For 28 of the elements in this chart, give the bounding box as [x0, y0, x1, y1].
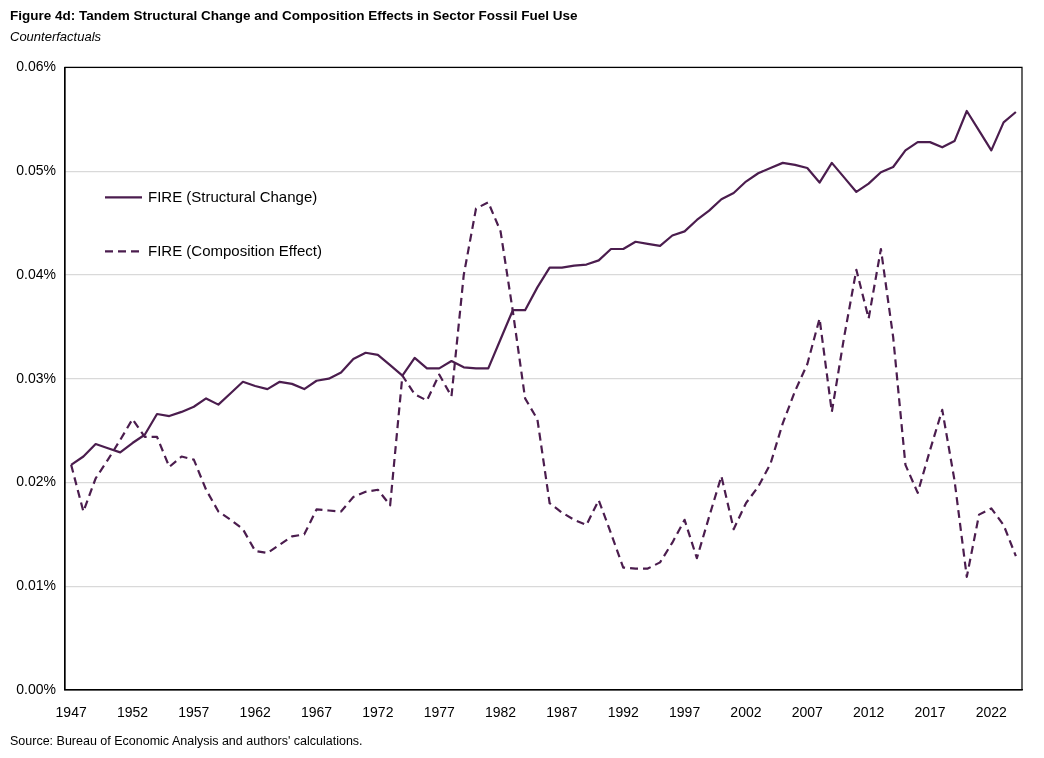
- x-tick-label: 1952: [116, 704, 149, 721]
- y-tick-label: 0.00%: [16, 680, 56, 697]
- x-tick-label: 1947: [55, 704, 87, 721]
- x-tick-label: 2022: [975, 704, 1008, 721]
- x-tick-label: 1962: [239, 704, 271, 721]
- chart-title: Figure 4d: Tandem Structural Change and Composition Effects in Sector Fossil Fuel Use: [10, 8, 578, 23]
- chart-subtitle: Counterfactuals: [10, 29, 102, 44]
- x-tick-label: 2012: [853, 704, 885, 721]
- legend-label: FIRE (Composition Effect): [148, 241, 322, 259]
- x-tick-label: 2007: [791, 704, 824, 721]
- source-note: Source: Bureau of Economic Analysis and authors' calculations.: [10, 734, 363, 748]
- x-tick-label: 1957: [178, 704, 210, 721]
- x-tick-label: 1987: [546, 704, 578, 721]
- x-tick-label: 1992: [607, 704, 640, 721]
- y-tick-label: 0.03%: [16, 369, 56, 386]
- x-tick-label: 1967: [300, 704, 333, 721]
- y-tick-label: 0.01%: [16, 577, 56, 594]
- x-tick-label: 2017: [914, 704, 946, 721]
- x-tick-label: 1997: [669, 704, 701, 721]
- y-tick-label: 0.06%: [16, 58, 56, 75]
- x-tick-label: 1982: [484, 704, 517, 721]
- x-tick-label: 2002: [730, 704, 762, 721]
- x-tick-label: 1977: [423, 704, 455, 721]
- y-tick-label: 0.02%: [16, 473, 56, 490]
- x-tick-label: 1972: [362, 704, 394, 721]
- y-tick-label: 0.04%: [16, 265, 56, 282]
- legend-label: FIRE (Structural Change): [148, 187, 318, 205]
- y-tick-label: 0.05%: [16, 162, 56, 179]
